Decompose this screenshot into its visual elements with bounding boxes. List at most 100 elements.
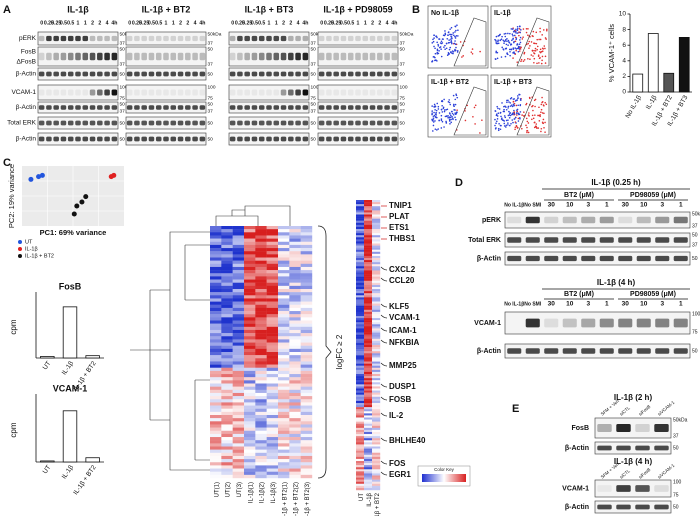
heat-cell [356,355,365,358]
flow-dot [514,126,517,129]
heat-cell [300,449,313,453]
heat-cell [364,202,373,205]
heat-cell [289,348,301,353]
heat-cell [278,339,290,343]
blot-title: IL-1β (0.25 h) [591,178,641,187]
heat-cell [221,314,233,318]
band [170,89,177,96]
flow-dot [496,105,498,108]
heat-cell [266,276,279,280]
band [673,348,688,354]
heat-cell [300,452,313,457]
heat-cell [255,465,267,469]
heat-cell [221,383,233,387]
heat-cell [266,282,279,287]
band [82,35,89,42]
flow-dot [435,35,438,37]
heat-cell [364,483,373,487]
heat-cell [278,244,290,249]
band [340,35,347,42]
flow-dot [534,105,536,108]
heat-cell [300,260,313,264]
heat-cell [221,285,233,290]
heat-cell [221,370,233,375]
heat-cell [356,322,365,325]
heat-cell [372,425,381,429]
heat-cell [255,329,267,334]
bracket [317,225,332,479]
band [369,120,376,126]
heat-cell [300,383,313,387]
band [38,35,45,42]
heat-cell [364,235,373,238]
heat-cell [266,411,279,416]
band [599,255,614,262]
heat-cell [364,253,373,257]
heat-cell [221,452,233,457]
flow-dot [545,103,548,106]
kda-marker: 37 [208,61,214,67]
lane-label: 1 [275,20,278,26]
band [199,52,206,61]
band [53,71,59,77]
flow-dot [518,93,521,96]
flow-dot [451,115,453,118]
heat-cell [232,471,245,476]
heat-cell [289,402,301,406]
heat-cell [300,405,313,409]
kda-marker: 50kDa [400,31,414,37]
legend-swatch [18,254,22,258]
heat-cell [210,446,222,450]
flow-dot [540,127,543,130]
band [347,71,354,77]
band [148,71,155,77]
heat-cell [300,389,313,394]
gene-pointer [380,277,388,282]
heat-cell [255,238,267,242]
heat-cell [232,355,245,359]
flow-dot [500,56,503,58]
band [273,105,280,110]
heat-cell [210,282,222,287]
band [134,35,140,42]
flow-dot [511,28,514,30]
flow-dot [448,101,451,104]
heat-cell [372,384,381,387]
heat-cell [244,314,256,318]
flow-dot [432,38,434,41]
band [134,105,140,110]
heat-cell [210,244,222,249]
flow-dot [455,94,458,97]
kda-marker: 37 [692,242,698,248]
band [362,71,369,77]
band [75,71,81,77]
flow-dot [497,127,500,130]
heat-cell [300,455,313,460]
band [258,105,265,110]
flow-dot [513,104,515,107]
heat-cell [289,440,301,444]
flow-dot [456,96,459,99]
band [302,35,309,42]
heat-cell [278,433,290,438]
flow-dot [521,114,523,116]
heat-cell [356,212,365,215]
kda-marker: 37 [400,40,406,46]
band [185,52,191,61]
heat-cell [232,380,245,384]
flow-dot [525,27,528,30]
heat-cell [266,446,279,450]
heat-cell [300,298,313,302]
flow-dot [504,40,506,42]
heat-cell [244,424,256,428]
heat-cell [289,339,301,343]
flow-dot [525,117,528,120]
heat-cell [300,345,313,350]
heat-cell [232,361,245,365]
heat-cell [244,468,256,472]
heat-cell [278,364,290,368]
band [141,89,147,96]
heat-cell [266,389,279,394]
heat-cell [289,386,301,390]
band [89,136,96,142]
